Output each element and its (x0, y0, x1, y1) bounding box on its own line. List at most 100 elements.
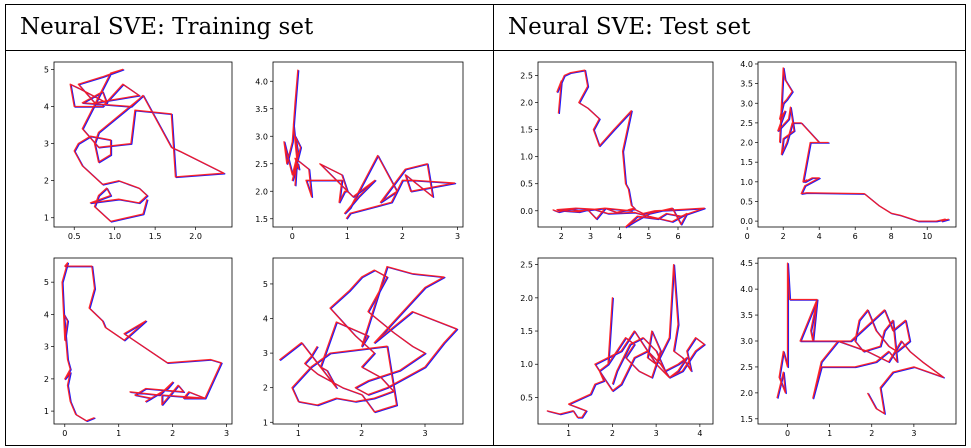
y-tick-label: 3.0 (255, 132, 268, 141)
x-tick-label: 4 (697, 429, 702, 438)
prediction-series-line (278, 265, 458, 413)
training-set-header: Neural SVE: Training set (20, 14, 314, 40)
test-plot-1: 2 3 4 5 6 0.0 0.5 1.0 1.5 2.0 2.5 (520, 61, 714, 241)
test-plot-2: 0 2 4 6 8 10 0.0 0.5 1.0 1.5 2.0 2.5 3.0 3.5 4.0 (740, 60, 957, 241)
y-tick-label: 3.5 (740, 311, 753, 320)
x-tick-label: 2 (869, 429, 874, 438)
y-tick-label: 0.5 (740, 197, 753, 206)
y-tick-label: 4.5 (740, 259, 753, 268)
x-tick-label: 1 (116, 429, 121, 438)
x-tick-label: 3 (588, 232, 593, 241)
x-tick-label: 2 (170, 429, 175, 438)
y-tick-label: 4 (44, 310, 49, 319)
x-tick-label: 2 (610, 429, 615, 438)
y-tick-label: 0.5 (520, 393, 533, 402)
x-tick-label: 4 (817, 232, 822, 241)
x-tick-label: 2 (559, 232, 564, 241)
y-tick-label: 2.0 (740, 139, 753, 148)
y-tick-label: 1.0 (520, 153, 533, 162)
x-tick-label: 0 (745, 232, 750, 241)
prediction-series-line (546, 263, 705, 419)
figure-table: Neural SVE: Training set Neural SVE: Tes… (5, 4, 966, 446)
y-tick-label: 2.0 (740, 389, 753, 398)
x-tick-label: 3 (654, 429, 659, 438)
x-tick-label: 2 (359, 429, 364, 438)
y-tick-label: 4 (44, 102, 49, 111)
prediction-series-line (283, 69, 456, 220)
train-plot-4: 1 2 3 1 2 3 4 5 (263, 257, 464, 438)
y-tick-label: 4.0 (740, 60, 753, 69)
prediction-series-line (69, 68, 225, 223)
x-tick-label: 8 (889, 232, 894, 241)
y-tick-label: 4.0 (255, 77, 268, 86)
column-divider (493, 5, 494, 445)
prediction-series-line (61, 262, 222, 422)
y-tick-label: 2 (44, 177, 49, 186)
header-divider (6, 50, 965, 51)
x-tick-label: 0 (785, 429, 790, 438)
axes-frame (537, 257, 714, 425)
y-tick-label: 0.5 (520, 180, 533, 189)
y-tick-label: 3.0 (740, 337, 753, 346)
x-tick-label: 1.0 (108, 232, 121, 241)
test-set-header: Neural SVE: Test set (508, 14, 751, 40)
test-plot-4: 0 1 2 3 1.5 2.0 2.5 3.0 3.5 4.0 4.5 (740, 257, 957, 438)
x-tick-label: 3 (911, 429, 916, 438)
x-tick-label: 3 (455, 232, 460, 241)
y-tick-label: 1.5 (520, 126, 533, 135)
y-tick-label: 4.0 (740, 285, 753, 294)
train-plot-2: 0 1 2 3 1.5 2.0 2.5 3.0 3.5 4.0 (255, 61, 464, 241)
y-tick-label: 0.0 (740, 217, 753, 226)
x-tick-label: 2 (400, 232, 405, 241)
axes-frame (757, 257, 957, 425)
x-tick-label: 6 (675, 232, 680, 241)
x-tick-label: 2 (781, 232, 786, 241)
x-tick-label: 3 (422, 429, 427, 438)
y-tick-label: 1.5 (740, 158, 753, 167)
x-tick-label: 0 (290, 232, 295, 241)
y-tick-label: 1.0 (740, 178, 753, 187)
y-tick-label: 1 (44, 214, 49, 223)
x-tick-label: 4 (617, 232, 622, 241)
x-tick-label: 1 (345, 232, 350, 241)
x-tick-label: 2.0 (189, 232, 202, 241)
y-tick-label: 2 (44, 375, 49, 384)
y-tick-label: 0.0 (520, 207, 533, 216)
y-tick-label: 1 (263, 418, 268, 427)
y-tick-label: 1.5 (520, 327, 533, 336)
prediction-series-line (552, 69, 705, 228)
y-tick-label: 2.0 (520, 294, 533, 303)
y-tick-label: 5 (44, 278, 49, 287)
x-tick-label: 10 (922, 232, 932, 241)
x-tick-label: 1 (566, 429, 571, 438)
y-tick-label: 3.5 (740, 80, 753, 89)
y-tick-label: 2.5 (520, 261, 533, 270)
x-tick-label: 1.5 (149, 232, 162, 241)
y-tick-label: 2.5 (520, 72, 533, 81)
y-tick-label: 3.0 (740, 99, 753, 108)
y-tick-label: 5 (263, 280, 268, 289)
prediction-series-line (776, 262, 945, 415)
y-tick-label: 1.5 (740, 415, 753, 424)
y-tick-label: 1.0 (520, 360, 533, 369)
y-tick-label: 3.5 (255, 105, 268, 114)
x-tick-label: 1 (296, 429, 301, 438)
x-tick-label: 0.5 (68, 232, 81, 241)
x-tick-label: 3 (224, 429, 229, 438)
y-tick-label: 2.5 (740, 363, 753, 372)
test-plot-3: 1 2 3 4 0.5 1.0 1.5 2.0 2.5 (520, 257, 714, 438)
y-tick-label: 1.5 (255, 215, 268, 224)
train-plot-1: 0.5 1.0 1.5 2.0 1 2 3 4 5 (44, 61, 233, 241)
x-tick-label: 0 (62, 429, 67, 438)
axes-frame (272, 61, 464, 228)
prediction-series-line (777, 67, 949, 222)
x-tick-label: 6 (853, 232, 858, 241)
y-tick-label: 1 (44, 407, 49, 416)
y-tick-label: 2.5 (255, 160, 268, 169)
y-tick-label: 2.5 (740, 119, 753, 128)
x-tick-label: 1 (827, 429, 832, 438)
y-tick-label: 2 (263, 384, 268, 393)
y-tick-label: 3 (263, 349, 268, 358)
y-tick-label: 3 (44, 140, 49, 149)
